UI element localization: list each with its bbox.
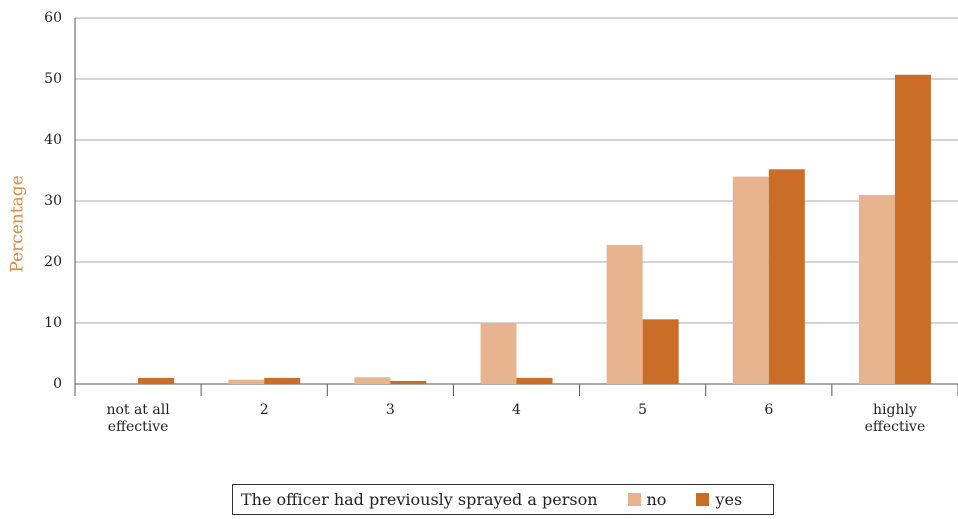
- y-tick-label: 30: [44, 193, 62, 209]
- y-tick-label: 20: [44, 254, 62, 270]
- x-tick-label: 4: [512, 402, 521, 418]
- bar: [768, 169, 805, 384]
- bar: [606, 244, 643, 384]
- bar: [264, 377, 301, 384]
- bar: [732, 176, 769, 384]
- x-tick-label: 3: [385, 402, 395, 418]
- x-tick-label: 5: [638, 402, 648, 418]
- y-axis-label: Percentage: [8, 175, 28, 272]
- legend: The officer had previously sprayed a per…: [232, 484, 774, 515]
- bar: [642, 319, 679, 384]
- bar: [894, 74, 931, 384]
- legend-label: no: [646, 490, 667, 509]
- x-tick-label: not at all effective: [106, 402, 170, 435]
- legend-label: yes: [715, 490, 743, 509]
- bar: [516, 377, 553, 384]
- bar: [480, 323, 517, 384]
- legend-swatch: [627, 493, 641, 506]
- y-tick-label: 50: [44, 71, 62, 87]
- x-tick-label: 2: [259, 402, 269, 418]
- bar: [390, 380, 427, 384]
- x-tick-label: highly effective: [864, 402, 926, 435]
- y-tick-label: 10: [44, 315, 62, 331]
- y-tick-label: 60: [44, 10, 62, 26]
- y-tick-label: 0: [53, 376, 62, 392]
- bar: [858, 194, 895, 384]
- legend-swatch: [696, 493, 710, 506]
- x-tick-label: 6: [764, 402, 774, 418]
- legend-title: The officer had previously sprayed a per…: [241, 490, 598, 509]
- bar: [228, 379, 265, 384]
- bar: [354, 377, 391, 384]
- bar: [138, 377, 175, 384]
- y-tick-label: 40: [44, 132, 62, 148]
